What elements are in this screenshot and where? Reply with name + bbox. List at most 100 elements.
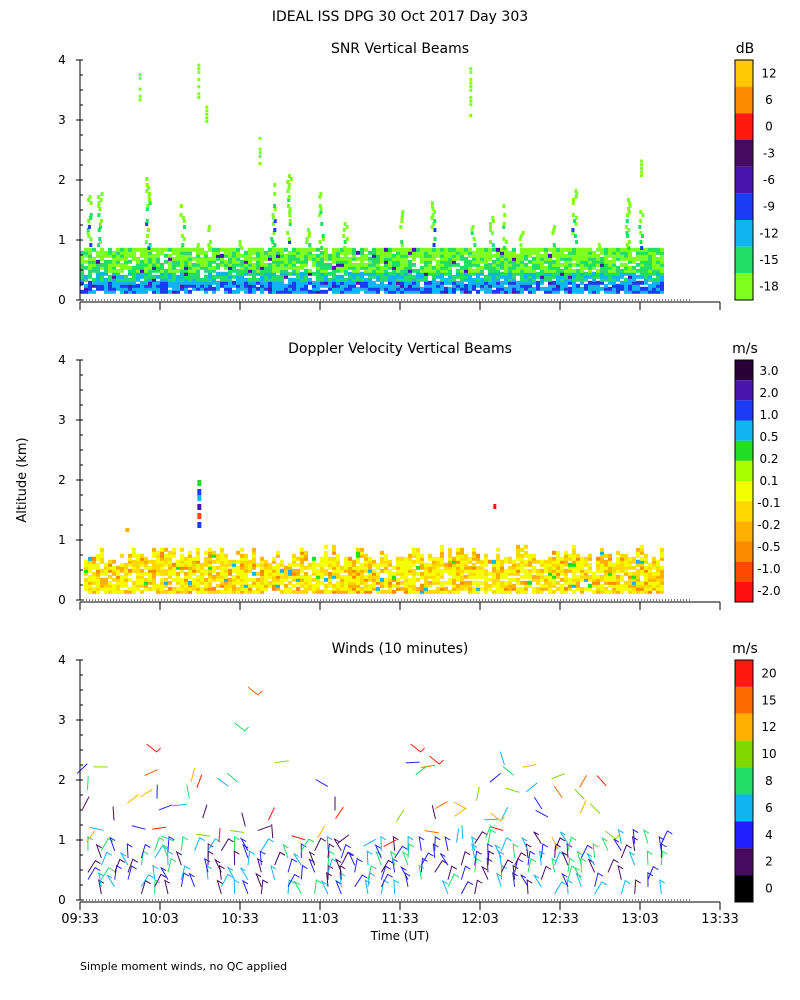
snr-cell: [508, 259, 512, 264]
snr-cell: [628, 256, 632, 261]
velocity-cell: [108, 589, 112, 594]
snr-cell: [260, 283, 264, 288]
snr-cell: [145, 177, 149, 181]
snr-cell: [576, 250, 580, 255]
snr-cell: [132, 268, 136, 273]
snr-cell: [496, 268, 500, 273]
snr-cell: [316, 265, 320, 270]
snr-cell: [112, 256, 116, 261]
wind-barb: [527, 850, 536, 866]
velocity-cell: [192, 583, 196, 588]
snr-cell: [324, 256, 328, 261]
velocity-cell: [436, 556, 440, 561]
snr-cell: [400, 274, 404, 279]
snr-cell: [488, 253, 492, 258]
velocity-cell: [324, 571, 328, 576]
snr-cell: [528, 283, 532, 288]
velocity-cell: [628, 562, 632, 567]
snr-cell: [112, 268, 116, 273]
velocity-cell: [620, 553, 624, 558]
snr-cell: [224, 250, 228, 255]
snr-cell: [500, 283, 504, 288]
velocity-cell: [548, 577, 552, 582]
snr-cell: [248, 265, 252, 270]
velocity-cell: [224, 580, 228, 585]
velocity-cell: [628, 565, 632, 570]
velocity-cell: [312, 568, 316, 573]
snr-cell: [428, 265, 432, 270]
wind-barb: [140, 874, 154, 888]
snr-cell: [412, 274, 416, 279]
velocity-cell: [452, 556, 456, 561]
snr-cell: [504, 253, 508, 258]
wind-barb: [405, 761, 420, 764]
snr-cell: [136, 265, 140, 270]
velocity-cell: [180, 562, 184, 567]
wind-barb: [525, 782, 538, 793]
snr-cell: [348, 271, 352, 276]
velocity-cell: [532, 574, 536, 579]
snr-cell: [444, 259, 448, 264]
velocity-cell: [340, 574, 344, 579]
wind-barb: [320, 880, 329, 895]
velocity-cell: [608, 571, 612, 576]
snr-cell: [432, 271, 436, 276]
velocity-cell: [444, 562, 448, 567]
velocity-cell: [608, 583, 612, 588]
snr-cell: [448, 277, 452, 282]
snr-cell: [176, 256, 180, 261]
velocity-cell: [448, 556, 452, 561]
velocity-cell: [388, 583, 392, 588]
snr-cell: [480, 259, 484, 264]
snr-cell: [220, 262, 224, 267]
snr-cell: [132, 250, 136, 255]
snr-cell: [238, 240, 242, 244]
velocity-cell: [116, 580, 120, 585]
snr-cell: [147, 195, 151, 199]
snr-cell: [348, 274, 352, 279]
velocity-cell: [180, 565, 184, 570]
snr-cell: [84, 283, 88, 288]
colorbar-swatch: [735, 420, 753, 441]
velocity-cell: [464, 574, 468, 579]
snr-cell: [433, 228, 437, 232]
snr-cell: [528, 265, 532, 270]
snr-cell: [468, 265, 472, 270]
wind-barb: [354, 874, 368, 888]
velocity-cell: [596, 586, 600, 591]
velocity-cell: [624, 568, 628, 573]
velocity-cell: [208, 580, 212, 585]
snr-cell: [184, 277, 188, 282]
snr-cell: [256, 250, 260, 255]
velocity-cell: [164, 568, 168, 573]
velocity-cell: [340, 580, 344, 585]
wind-barb: [394, 845, 408, 859]
snr-cell: [152, 289, 156, 294]
velocity-cell: [96, 571, 100, 576]
snr-cell: [560, 253, 564, 258]
snr-cell: [196, 265, 200, 270]
y-tick-label: 1: [58, 533, 66, 547]
velocity-cell: [96, 580, 100, 585]
velocity-cell: [184, 583, 188, 588]
velocity-cell: [640, 589, 644, 594]
snr-cell: [224, 253, 228, 258]
velocity-cell: [352, 571, 356, 576]
snr-cell: [288, 222, 292, 226]
snr-cell: [556, 289, 560, 294]
colorbar-frame: [734, 59, 754, 301]
snr-cell: [464, 250, 468, 255]
snr-cell: [508, 253, 512, 258]
snr-cell: [432, 280, 436, 285]
wind-barb: [525, 843, 532, 859]
wind-barb: [375, 850, 382, 866]
snr-cell: [480, 265, 484, 270]
snr-cell: [436, 289, 440, 294]
velocity-cell: [144, 559, 148, 564]
velocity-cell: [192, 559, 196, 564]
velocity-cell: [440, 559, 444, 564]
velocity-cell: [480, 574, 484, 579]
snr-cell: [192, 274, 196, 279]
snr-cell: [440, 271, 444, 276]
wind-barb: [87, 866, 101, 880]
